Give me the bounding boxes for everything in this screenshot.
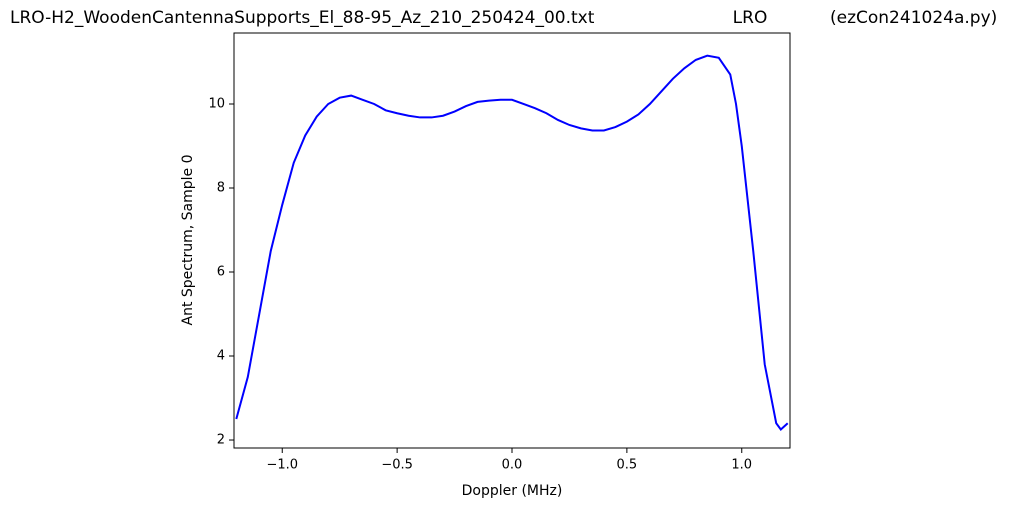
x-tick-label: −0.5 <box>381 458 413 473</box>
x-axis-label: Doppler (MHz) <box>462 483 563 499</box>
x-tick-label: −1.0 <box>266 458 298 473</box>
y-tick-label: 8 <box>217 180 225 195</box>
data-line <box>235 54 789 432</box>
y-tick-label: 2 <box>217 433 225 448</box>
y-tick-label: 4 <box>217 349 225 364</box>
chart-title: LRO-H2_WoodenCantennaSupports_El_88-95_A… <box>10 8 595 28</box>
annotation: (ezCon241024a.py) <box>830 8 997 28</box>
x-tick-label: 0.5 <box>617 458 638 473</box>
chart-subtitle: LRO <box>733 8 768 28</box>
x-tick-label: 1.0 <box>731 458 752 473</box>
y-axis-label: Ant Spectrum, Sample 0 <box>180 155 196 326</box>
x-tick-label: 0.0 <box>502 458 523 473</box>
y-tick-label: 10 <box>208 96 225 111</box>
plot-frame <box>233 32 791 449</box>
y-tick-label: 6 <box>217 265 225 280</box>
